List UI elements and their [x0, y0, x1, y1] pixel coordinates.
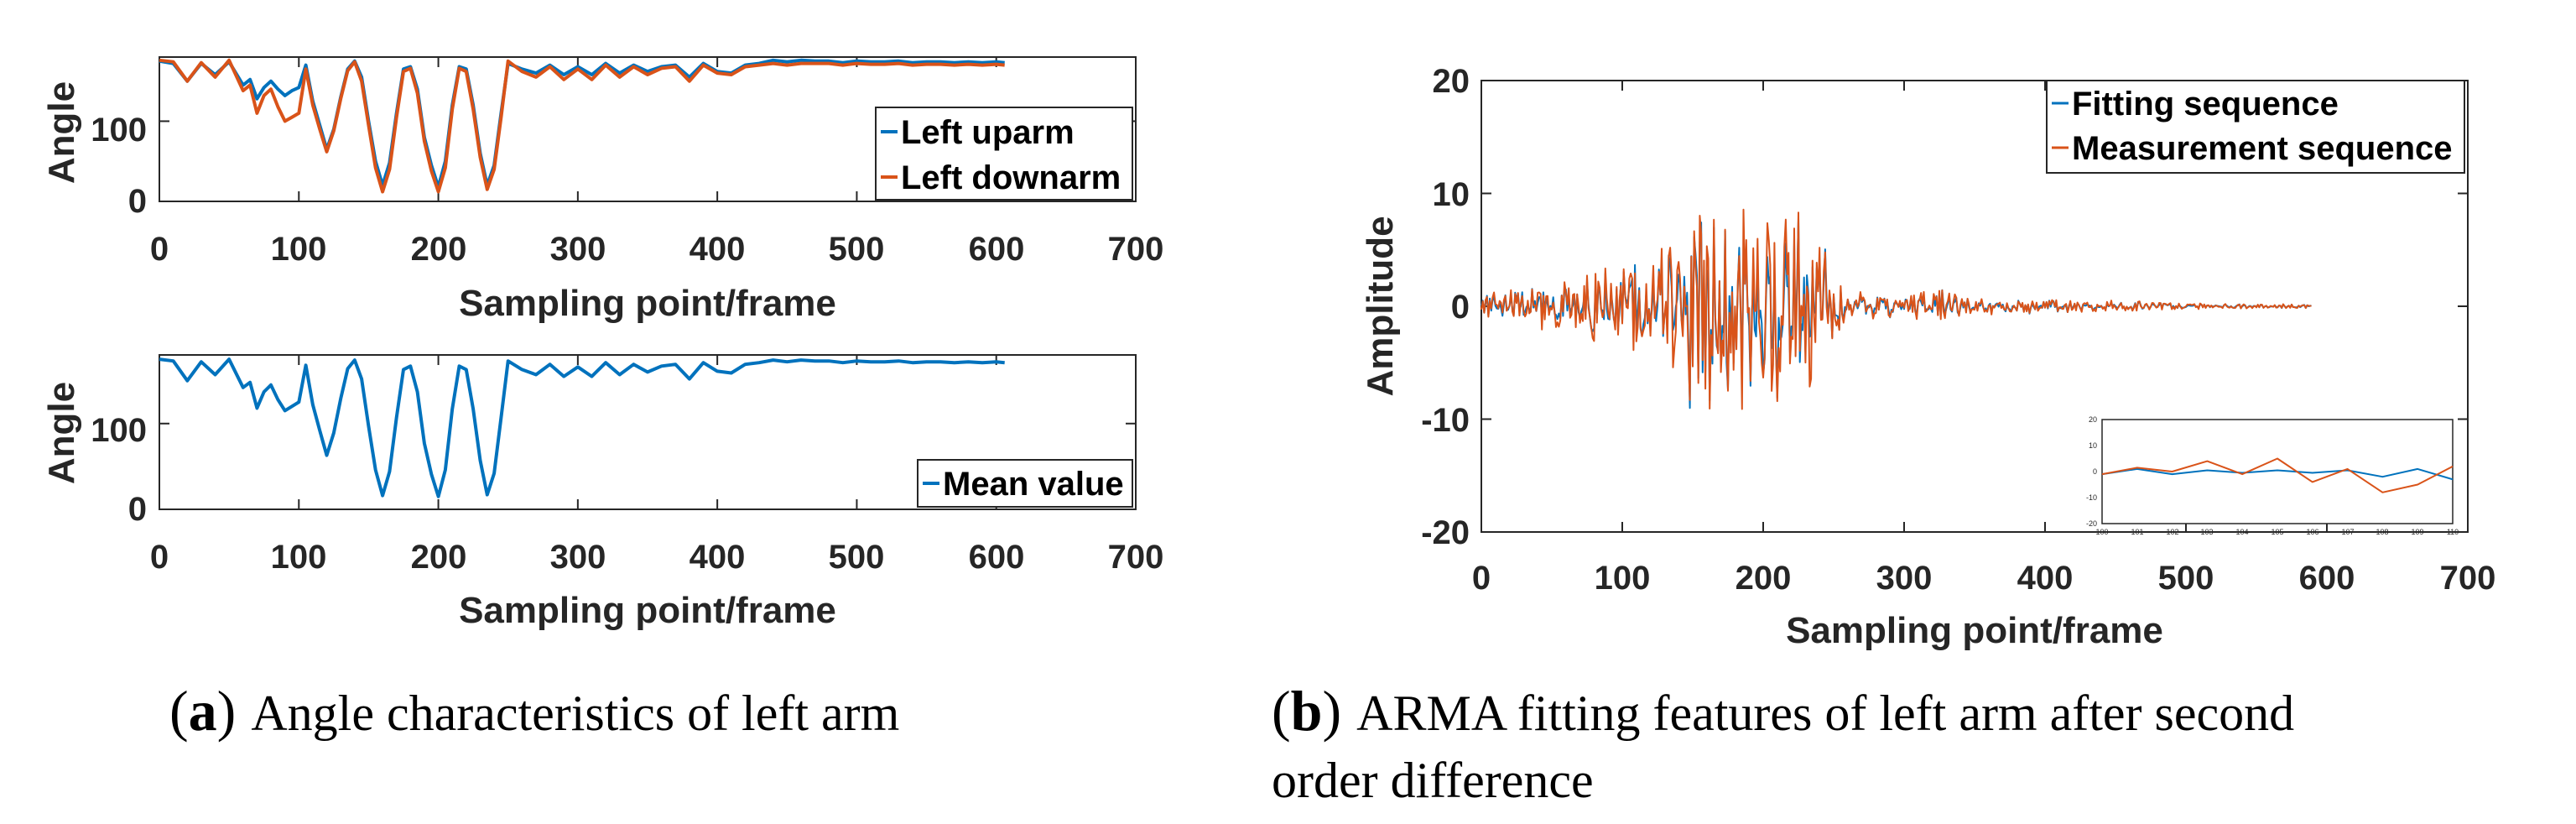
x-tick-label: 300 — [550, 231, 606, 268]
x-tick-label: 400 — [690, 231, 746, 268]
x-axis-label: Sampling point/frame — [1786, 610, 2163, 651]
inset-line-fitting-sequence — [2101, 467, 2454, 481]
y-tick-label: 0 — [1451, 289, 1470, 326]
inset-series-lines — [2101, 457, 2454, 493]
y-tick-label: 0 — [128, 491, 147, 528]
y-tick-label: -10 — [1421, 402, 1470, 439]
legend-label-mean-value: Mean value — [943, 466, 1124, 503]
x-tick-label: 500 — [829, 539, 885, 576]
inset-x-tick-label: 105 — [2271, 528, 2283, 536]
y-tick-labels: 20 10 0 -10 -20 — [1421, 63, 1470, 551]
legend-box — [875, 107, 1133, 201]
inset-x-tick-label: 102 — [2166, 528, 2178, 536]
x-tick-labels: 0 100 200 300 400 500 600 700 — [1472, 560, 2496, 597]
x-tick-labels: 0 100 200 300 400 500 600 700 — [150, 539, 1164, 576]
x-tick-label: 400 — [690, 539, 746, 576]
legend-box — [2046, 80, 2465, 174]
inset-x-tick-label: 106 — [2306, 528, 2318, 536]
inset-x-tick-label: 101 — [2131, 528, 2143, 536]
inset-x-tick-label: 104 — [2235, 528, 2248, 536]
inset-chart: 20 10 0 -10 -20 100 101 102 103 104 105 … — [2086, 415, 2459, 536]
x-tick-label: 500 — [829, 231, 885, 268]
caption-b-body-line2: order difference — [1272, 753, 1594, 808]
inset-y-tick-labels: 20 10 0 -10 -20 — [2086, 415, 2097, 528]
inset-y-tick-label: -10 — [2086, 493, 2097, 502]
x-tick-label: 0 — [1472, 560, 1491, 597]
x-tick-label: 700 — [2440, 560, 2496, 597]
y-tick-label: -20 — [1421, 514, 1470, 551]
inset-y-tick-label: 20 — [2089, 415, 2097, 424]
legend-label-left-uparm: Left uparm — [901, 114, 1075, 151]
series-line-mean-value — [159, 357, 1005, 498]
series-lines — [159, 58, 1005, 194]
x-tick-label: 400 — [2017, 560, 2074, 597]
inset-x-tick-label: 108 — [2376, 528, 2388, 536]
legend: Mean value — [917, 459, 1133, 508]
legend-label-measurement-sequence: Measurement sequence — [2072, 130, 2453, 167]
inset-y-tick-label: 0 — [2093, 467, 2097, 476]
caption-b-body-line1: ARMA fitting features of left arm after … — [1356, 686, 2294, 741]
x-tick-label: 200 — [1736, 560, 1792, 597]
legend-label-left-downarm: Left downarm — [901, 159, 1121, 196]
x-tick-label: 200 — [411, 539, 467, 576]
inset-plot-area — [2101, 419, 2454, 524]
inset-x-tick-label: 100 — [2095, 528, 2108, 536]
x-tick-label: 600 — [969, 231, 1025, 268]
legend: Fitting sequence Measurement sequence — [2046, 80, 2465, 174]
series-line-left-downarm — [159, 58, 1005, 194]
caption-a-text: (a) Angle characteristics of left arm — [169, 679, 899, 743]
series-line-measurement-sequence — [1481, 208, 2312, 410]
y-axis-label: Amplitude — [1360, 216, 1401, 396]
x-tick-label: 300 — [550, 539, 606, 576]
caption-a-body: Angle characteristics of left arm — [251, 686, 899, 741]
x-tick-label: 100 — [1595, 560, 1651, 597]
y-axis-label: Angle — [41, 81, 82, 184]
caption-b-letter: b — [1291, 679, 1323, 743]
inset-line-measurement-sequence — [2101, 457, 2454, 493]
y-tick-label: 100 — [91, 412, 147, 449]
inset-x-tick-label: 110 — [2447, 528, 2459, 536]
y-tick-label: 100 — [91, 112, 147, 149]
legend-box — [917, 459, 1133, 508]
inset-y-tick-label: 10 — [2089, 441, 2097, 450]
y-tick-label: 10 — [1433, 176, 1470, 213]
chart-a-top: 100 0 0 100 200 300 400 500 600 700 Samp… — [41, 56, 1164, 324]
y-tick-label: 0 — [128, 183, 147, 220]
chart-b: 20 10 0 -10 -20 0 100 200 300 400 500 60… — [1360, 63, 2495, 651]
x-tick-label: 700 — [1108, 231, 1164, 268]
x-tick-label: 300 — [1876, 560, 1933, 597]
series-lines — [1481, 208, 2312, 410]
axis-ticks — [1481, 80, 2469, 533]
legend: Left uparm Left downarm — [875, 107, 1133, 201]
y-tick-label: 20 — [1433, 63, 1470, 100]
x-tick-label: 100 — [271, 539, 327, 576]
caption-a: (a) Angle characteristics of left arm — [169, 679, 899, 743]
caption-b: (b) ARMA fitting features of left arm aft… — [1272, 679, 2294, 808]
caption-a-letter: a — [189, 679, 217, 743]
inset-x-tick-label: 107 — [2341, 528, 2354, 536]
x-tick-labels: 0 100 200 300 400 500 600 700 — [150, 231, 1164, 268]
x-tick-label: 500 — [2158, 560, 2214, 597]
x-tick-label: 200 — [411, 231, 467, 268]
inset-y-tick-label: -20 — [2086, 519, 2097, 528]
x-axis-label: Sampling point/frame — [459, 590, 836, 631]
x-tick-label: 700 — [1108, 539, 1164, 576]
inset-x-tick-labels: 100 101 102 103 104 105 106 107 108 109 … — [2095, 528, 2459, 536]
x-tick-label: 0 — [150, 231, 169, 268]
chart-a-bottom: 100 0 0 100 200 300 400 500 600 700 Samp… — [41, 354, 1164, 631]
x-axis-label: Sampling point/frame — [459, 283, 836, 324]
legend-label-fitting-sequence: Fitting sequence — [2072, 86, 2339, 123]
x-tick-label: 600 — [2299, 560, 2355, 597]
x-tick-label: 600 — [969, 539, 1025, 576]
y-axis-label: Angle — [41, 382, 82, 484]
x-ticks — [159, 57, 1137, 202]
caption-b-text: (b) ARMA fitting features of left arm aft… — [1272, 679, 2294, 743]
series-lines — [159, 357, 1005, 498]
x-tick-label: 0 — [150, 539, 169, 576]
x-tick-label: 100 — [271, 231, 327, 268]
inset-x-tick-label: 109 — [2411, 528, 2423, 536]
inset-x-tick-label: 103 — [2200, 528, 2213, 536]
